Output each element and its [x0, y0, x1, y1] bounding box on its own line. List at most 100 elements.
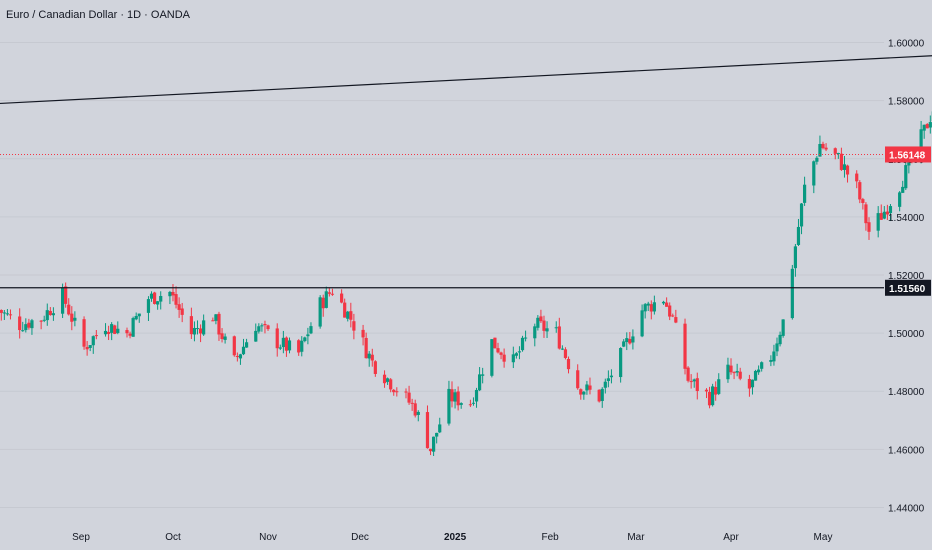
candle-body: [137, 313, 141, 317]
candle-body: [392, 389, 396, 393]
y-axis[interactable]: 1.44000 1.46000 1.48000 1.50000 1.52000 1.540…: [885, 39, 931, 515]
candle-body: [241, 346, 246, 355]
candle-body: [576, 370, 580, 389]
candle-body: [925, 124, 929, 129]
candle-body: [778, 334, 782, 345]
candle-body: [714, 386, 718, 395]
candle-body: [438, 424, 442, 433]
candle-body: [781, 319, 785, 336]
candle-body: [425, 412, 430, 449]
candle-body: [382, 374, 387, 384]
candle-body: [0, 310, 3, 313]
candle-body: [799, 203, 804, 227]
candle-body: [232, 336, 236, 356]
candle-body: [539, 316, 543, 322]
support-price-tag-bg: [885, 279, 931, 296]
candle-body: [686, 367, 690, 381]
candle-body: [404, 391, 408, 393]
candle-body: [901, 186, 905, 193]
candle-body: [103, 330, 108, 335]
candle-body: [125, 330, 129, 334]
candle-body: [812, 161, 816, 186]
candle-body: [707, 391, 712, 406]
y-tick-label: 1.46000: [888, 445, 925, 456]
y-tick-label: 1.48000: [888, 387, 925, 398]
candle-body: [82, 319, 86, 347]
candle-body: [861, 199, 865, 203]
candle-body: [790, 268, 794, 319]
candle-body: [220, 333, 224, 340]
candle-body: [885, 211, 889, 215]
candle-body: [824, 147, 828, 150]
candle-body: [845, 165, 850, 175]
candle-body: [214, 314, 218, 321]
x-tick-label: Nov: [259, 532, 277, 543]
candle-body: [24, 324, 28, 331]
x-tick-label: Dec: [351, 532, 369, 543]
candle-body: [471, 402, 476, 404]
y-tick-label: 1.52000: [888, 271, 925, 282]
candle-body: [395, 391, 399, 393]
candle-body: [711, 386, 715, 406]
candle-body: [646, 303, 650, 306]
candle-body: [85, 347, 89, 350]
support-price-tag: 1.51560: [889, 284, 926, 295]
candle-body: [321, 297, 325, 309]
candle-body: [760, 362, 764, 369]
candle-body: [330, 293, 335, 295]
candle-body: [373, 361, 377, 374]
candle-body: [27, 322, 31, 328]
candle-body: [511, 354, 515, 363]
candle-body: [606, 378, 610, 381]
candle-body: [928, 122, 932, 128]
candle-body: [61, 287, 65, 314]
candle-body: [753, 370, 758, 381]
candle-body: [171, 291, 175, 296]
candle-body: [717, 379, 721, 394]
x-tick-label: Sep: [72, 532, 90, 543]
candle-body: [287, 340, 292, 351]
candle-body: [499, 352, 503, 355]
candle-body: [364, 337, 368, 359]
candle-body: [275, 328, 279, 349]
candle-body: [21, 330, 25, 332]
y-tick-label: 1.44000: [888, 503, 925, 514]
candle-body: [318, 297, 322, 327]
candle-body: [757, 369, 761, 373]
candle-body: [456, 391, 460, 406]
candle-body: [585, 384, 589, 391]
candle-body: [327, 292, 331, 294]
candle-body: [772, 351, 776, 362]
candle-body: [152, 292, 157, 304]
candle-body: [821, 143, 825, 149]
y-tick-label: 1.58000: [888, 97, 925, 108]
candle-body: [189, 316, 193, 335]
candle-body: [116, 328, 120, 333]
candle-body: [70, 313, 74, 322]
candle-body: [477, 374, 482, 391]
candle-body: [88, 345, 92, 348]
candle-body: [306, 334, 310, 337]
candle-body: [490, 339, 494, 376]
candle-body: [517, 351, 522, 353]
candle-body: [346, 311, 350, 319]
candle-body: [732, 372, 736, 374]
candle-body: [661, 301, 666, 304]
candle-body: [631, 336, 635, 343]
resistance-trendline: [0, 55, 932, 105]
chart-title: Euro / Canadian Dollar · 1D · OANDA: [6, 9, 191, 21]
candle-body: [665, 302, 669, 307]
candle-body: [600, 388, 604, 401]
candle-body: [919, 129, 923, 159]
candle-body: [609, 375, 614, 378]
candle-body: [545, 328, 549, 332]
candle-body: [168, 291, 172, 297]
candle-body: [8, 314, 13, 316]
x-axis[interactable]: Sep Oct Nov Dec 2025 Feb Mar Apr May: [72, 532, 832, 543]
candle-body: [468, 404, 472, 406]
candle-body: [536, 317, 540, 328]
candle-body: [898, 192, 902, 207]
candle-body: [566, 358, 571, 370]
candle-body: [18, 316, 22, 331]
